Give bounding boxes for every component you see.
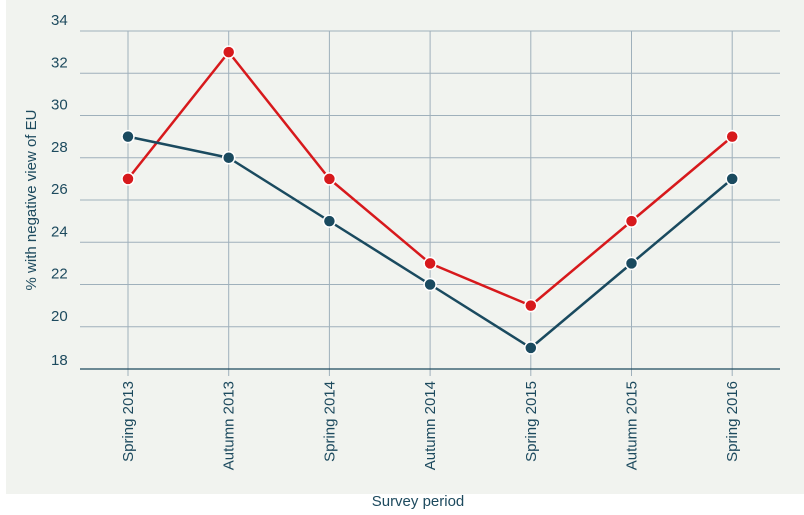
y-tick-label: 18	[51, 352, 68, 369]
data-point-1	[221, 151, 236, 165]
x-tick-label: Spring 2016	[724, 381, 741, 462]
y-tick-label: 20	[51, 308, 68, 325]
data-point-0	[423, 256, 437, 271]
data-point-0	[624, 214, 639, 228]
y-tick-label: 22	[51, 266, 68, 283]
data-point-1	[524, 341, 538, 355]
y-tick-label: 32	[51, 54, 68, 71]
data-point-1	[725, 172, 739, 186]
x-tick-label: Autumn 2015	[624, 381, 641, 470]
x-axis-label: Survey period	[372, 493, 465, 510]
x-tick-label: Spring 2015	[523, 381, 540, 462]
data-point-0	[725, 129, 739, 144]
grid	[80, 30, 780, 376]
y-tick-label: 26	[51, 181, 68, 198]
y-tick-label: 24	[51, 223, 68, 240]
data-point-0	[524, 298, 538, 313]
y-axis-ticks: 18 20 22 24 26 28 30 32 34	[51, 12, 68, 369]
x-tick-label: Autumn 2013	[221, 381, 238, 470]
y-tick-label: 34	[51, 12, 68, 29]
x-tick-label: Spring 2014	[321, 381, 338, 462]
x-axis-ticks: Spring 2013 Autumn 2013 Spring 2014 Autumn …	[120, 381, 741, 470]
data-point-1	[322, 214, 337, 228]
data-point-0	[121, 172, 135, 186]
series-layer	[121, 45, 739, 355]
data-point-0	[322, 172, 337, 186]
data-point-0	[221, 45, 236, 59]
data-point-1	[624, 256, 639, 271]
data-point-1	[121, 129, 135, 144]
x-tick-label: Autumn 2014	[422, 381, 439, 470]
y-tick-label: 30	[51, 97, 68, 114]
y-axis-label: % with negative view of EU	[23, 110, 40, 291]
y-tick-label: 28	[51, 139, 68, 156]
x-tick-label: Spring 2013	[120, 381, 137, 462]
chart-panel	[6, 0, 804, 494]
data-point-1	[423, 277, 437, 292]
